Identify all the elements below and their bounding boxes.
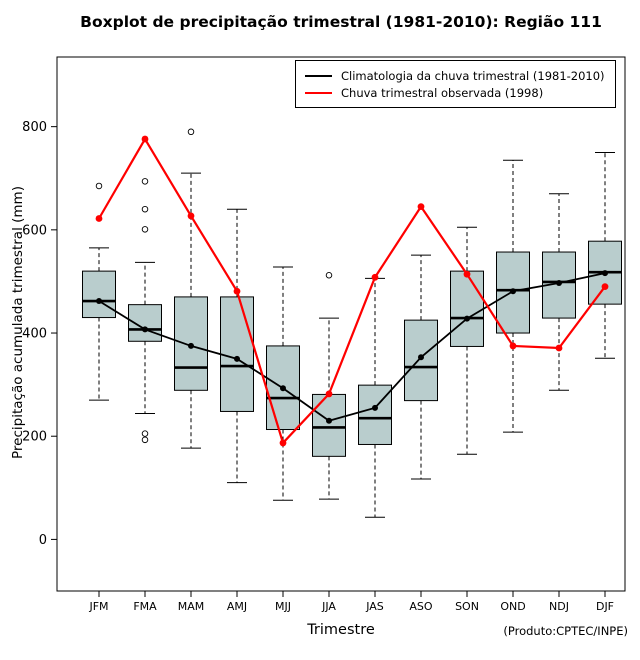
legend-item-observed: Chuva trimestral observada (1998) [305,84,605,101]
series-point [187,212,195,220]
series-point [280,385,286,392]
svg-text:200: 200 [22,430,47,445]
series-point [96,298,102,305]
series-point [464,315,470,322]
outlier-point [141,430,149,437]
series-point [234,355,240,362]
series-point [279,439,287,447]
svg-text:DJF: DJF [596,600,614,613]
outlier-point [141,436,149,444]
svg-text:400: 400 [22,327,47,342]
svg-text:800: 800 [22,120,47,135]
boxplot-DJF [588,151,622,359]
svg-text:MAM: MAM [178,600,205,613]
boxplot-MAM [174,128,208,449]
series-climatology [96,270,608,424]
series-point [142,326,148,333]
outlier-point [141,205,149,213]
y-axis: 0 200 400 600 800 [22,120,57,548]
svg-text:SON: SON [455,600,479,613]
x-axis-label: Trimestre [307,622,375,638]
boxplot-MJJ [266,266,300,501]
svg-text:MJJ: MJJ [275,600,291,613]
series-point [326,417,332,424]
boxplot-OND [496,159,530,433]
outlier-point [187,128,195,136]
outlier-point [325,271,333,279]
svg-text:OND: OND [500,600,525,613]
y-axis-label: Precipitação acumulada trimestral (mm) [10,186,26,459]
series-point [418,354,424,361]
boxplot-ASO [404,254,438,480]
product-credit: (Produto:CPTEC/INPE) [503,624,628,638]
legend-label-observed: Chuva trimestral observada (1998) [341,85,544,100]
series-point [602,270,608,277]
series-point [417,203,425,211]
boxplot-SON [450,226,484,455]
series-point [509,342,517,350]
boxplot-NDJ [542,193,576,391]
outlier-point [95,182,103,190]
legend-swatch [305,74,332,77]
plot-border [56,56,626,592]
svg-text:JAS: JAS [365,600,384,613]
outlier-point [141,226,149,233]
boxplot-JAS [358,277,392,518]
svg-text:NDJ: NDJ [549,600,569,613]
boxplot-JFM [82,182,116,401]
chart-legend: Climatologia da chuva trimestral (1981-2… [295,60,616,108]
svg-text:600: 600 [22,223,47,238]
series-point [601,283,609,290]
legend-label-climatology: Climatologia da chuva trimestral (1981-2… [341,68,605,83]
x-axis: JFM FMA MAM AMJ MJJ JJA JAS ASO SON OND NDJ DJF [88,591,614,613]
outlier-point [141,178,149,185]
svg-text:JJA: JJA [321,600,336,613]
chart-title: Boxplot de precipitação trimestral (1981… [80,13,602,31]
svg-text:0: 0 [39,533,47,548]
legend-item-climatology: Climatologia da chuva trimestral (1981-2… [305,67,605,84]
series-point [95,215,103,222]
series-point [556,279,562,286]
legend-swatch [305,91,332,94]
svg-text:AMJ: AMJ [227,600,247,613]
series-observed [95,135,609,447]
series-point [188,342,194,349]
series-point [555,344,563,352]
svg-text:FMA: FMA [133,600,157,613]
series-point [510,288,516,295]
boxplot-AMJ [220,208,254,484]
svg-text:ASO: ASO [409,600,433,613]
series-point [141,135,149,143]
series-point [233,287,241,295]
boxplot-FMA [128,178,162,444]
series-point [463,270,471,278]
series-point [325,390,333,398]
series-point [372,404,378,411]
series-point [371,273,379,281]
svg-text:JFM: JFM [88,600,108,613]
boxplot-JJA [312,271,346,500]
